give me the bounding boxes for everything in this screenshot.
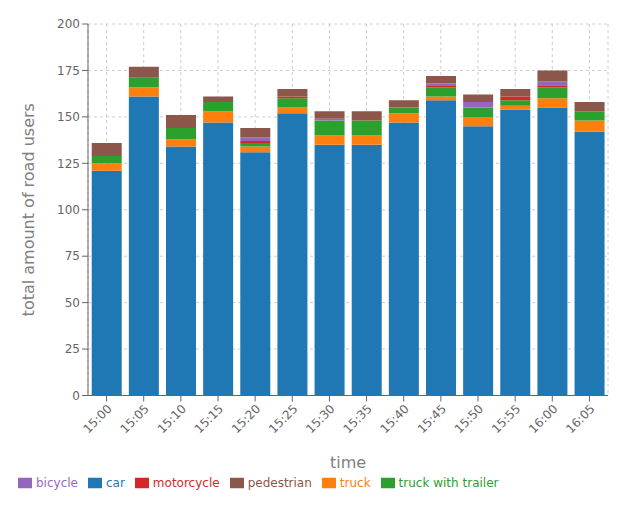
svg-text:15:25: 15:25 — [266, 402, 300, 436]
svg-text:100: 100 — [57, 203, 80, 217]
html-text:car: car — [106, 475, 125, 490]
svg-text:16:05: 16:05 — [563, 402, 597, 436]
svg-text:15:30: 15:30 — [303, 402, 337, 436]
svg-text:75: 75 — [65, 249, 80, 263]
svg-text:50: 50 — [65, 296, 80, 310]
svg-text:125: 125 — [57, 157, 80, 171]
svg-text:time: time — [330, 453, 366, 472]
svg-text:200: 200 — [57, 17, 80, 31]
html-text:bicycle: bicycle — [36, 475, 78, 490]
svg-text:15:45: 15:45 — [415, 402, 449, 436]
svg-text:15:50: 15:50 — [452, 402, 486, 436]
svg-text:175: 175 — [57, 64, 80, 78]
html-text:truck with trailer: truck with trailer — [398, 475, 499, 490]
svg-text:15:35: 15:35 — [340, 402, 374, 436]
svg-text:15:05: 15:05 — [117, 402, 151, 436]
svg-text:25: 25 — [65, 342, 80, 356]
svg-text:150: 150 — [57, 110, 80, 124]
svg-text:15:00: 15:00 — [80, 402, 114, 436]
html-text:truck: truck — [339, 475, 371, 490]
svg-text:16:00: 16:00 — [526, 402, 560, 436]
svg-text:15:55: 15:55 — [489, 402, 523, 436]
html-text:pedestrian: pedestrian — [247, 475, 312, 490]
svg-text:0: 0 — [72, 389, 80, 403]
svg-text:total amount of road users: total amount of road users — [19, 103, 38, 316]
svg-text:15:20: 15:20 — [229, 402, 263, 436]
svg-text:15:10: 15:10 — [155, 402, 189, 436]
html-text:motorcycle: motorcycle — [152, 475, 220, 490]
svg-text:15:40: 15:40 — [377, 402, 411, 436]
svg-text:15:15: 15:15 — [192, 402, 226, 436]
